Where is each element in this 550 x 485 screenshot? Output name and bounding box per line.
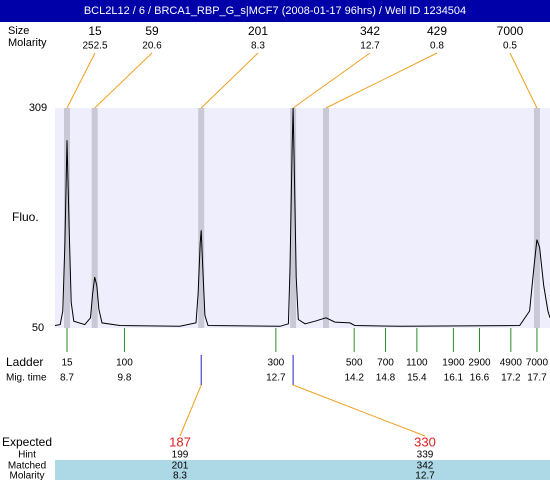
peak-connector xyxy=(66,52,96,109)
peak-band xyxy=(91,108,98,328)
peak-connector xyxy=(292,52,371,109)
peak-band xyxy=(533,108,540,328)
trace xyxy=(54,107,550,327)
peak-band xyxy=(64,108,71,328)
ladder-size: 2900 xyxy=(468,358,491,369)
peak-connector xyxy=(200,52,259,109)
hint-value: 339 xyxy=(417,450,434,461)
molarity-band xyxy=(55,471,550,480)
molarity-label: Molarity xyxy=(8,37,47,49)
peak-molarity: 12.7 xyxy=(360,41,380,52)
peak-size: 342 xyxy=(360,24,380,38)
peak-size: 201 xyxy=(248,24,268,38)
ladder-label: Ladder xyxy=(6,355,43,369)
ladder-size: 100 xyxy=(116,358,133,369)
ladder-size: 500 xyxy=(346,358,363,369)
expected-value: 187 xyxy=(169,434,191,449)
ladder-size: 4900 xyxy=(500,358,523,369)
molarity-value: 12.7 xyxy=(415,471,435,480)
ladder-time: 17.2 xyxy=(501,373,521,384)
molarity-value: 8.3 xyxy=(173,471,187,480)
row-label: Molarity xyxy=(9,471,44,480)
y-axis-label: Fluo. xyxy=(12,210,39,224)
plot-area xyxy=(55,108,550,328)
peak-size: 59 xyxy=(145,24,159,38)
peak-molarity: 0.5 xyxy=(503,41,517,52)
mig-time-label: Mig. time xyxy=(6,373,47,384)
title: BCL2L12 / 6 / BRCA1_RBP_G_s|MCF7 (2008-0… xyxy=(84,5,466,17)
peak-band xyxy=(290,108,297,328)
ladder-time: 16.1 xyxy=(444,373,464,384)
matched-value: 201 xyxy=(172,461,189,472)
row-label: Matched xyxy=(8,461,46,472)
y-tick-label: 50 xyxy=(32,322,44,334)
peak-size: 429 xyxy=(427,24,447,38)
peak-size: 15 xyxy=(88,24,102,38)
ladder-time: 8.7 xyxy=(60,373,74,384)
ladder-time: 9.8 xyxy=(117,373,131,384)
hint-value: 199 xyxy=(172,450,189,461)
title-bar xyxy=(0,0,550,22)
ladder-size: 300 xyxy=(268,358,285,369)
y-tick-label: 309 xyxy=(29,102,47,114)
matched-value: 342 xyxy=(417,461,434,472)
peak-connector xyxy=(325,52,438,109)
expected-connector xyxy=(292,384,426,437)
matched-band xyxy=(55,460,550,471)
ladder-time: 15.4 xyxy=(407,373,427,384)
ladder-size: 1900 xyxy=(442,358,465,369)
ladder-time: 14.8 xyxy=(376,373,396,384)
peak-connector xyxy=(509,52,538,109)
ladder-size: 700 xyxy=(377,358,394,369)
ladder-size: 15 xyxy=(61,358,73,369)
expected-connector xyxy=(179,384,202,437)
ladder-size: 7000 xyxy=(526,358,549,369)
ladder-size: 1100 xyxy=(406,358,428,369)
peak-molarity: 20.6 xyxy=(142,41,162,52)
size-label: Size xyxy=(8,25,29,37)
peak-molarity: 252.5 xyxy=(82,41,107,52)
peak-band xyxy=(322,108,329,328)
ladder-time: 12.7 xyxy=(266,373,286,384)
peak-band xyxy=(198,108,205,328)
row-label: Expected xyxy=(2,435,52,449)
peak-molarity: 0.8 xyxy=(430,41,444,52)
row-label: Hint xyxy=(18,450,36,461)
peak-size: 7000 xyxy=(497,24,524,38)
expected-value: 330 xyxy=(414,434,436,449)
ladder-time: 14.2 xyxy=(344,373,364,384)
peak-connector xyxy=(94,52,153,109)
ladder-time: 17.7 xyxy=(527,373,547,384)
ladder-time: 16.6 xyxy=(470,373,490,384)
peak-molarity: 8.3 xyxy=(251,41,265,52)
